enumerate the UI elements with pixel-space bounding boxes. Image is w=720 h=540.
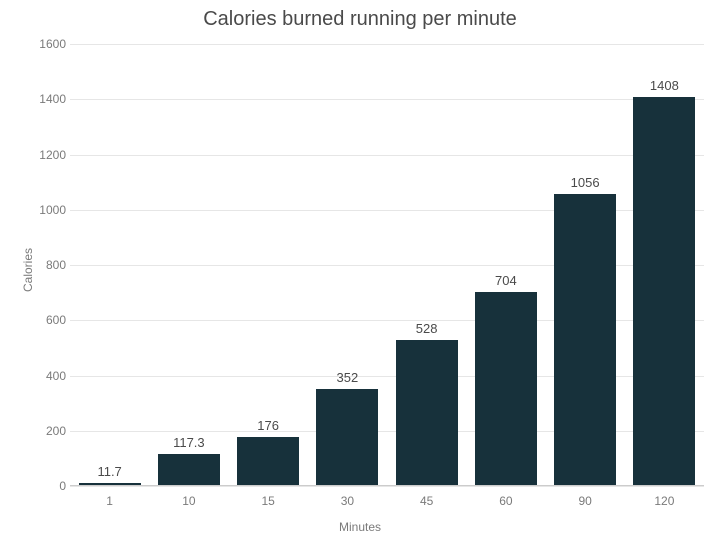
bar-value-label: 352 [337,370,359,385]
x-tick-label: 45 [387,494,466,508]
x-tick-label: 90 [546,494,625,508]
bar-value-label: 176 [257,418,279,433]
x-tick-label: 10 [149,494,228,508]
y-tick-label: 1400 [26,92,66,106]
bar-slot: 17615 [229,44,308,486]
bar [554,194,616,486]
y-tick-label: 1000 [26,203,66,217]
bar [316,389,378,486]
bar [237,437,299,486]
bar [633,97,695,486]
bar-slot: 11.71 [70,44,149,486]
bars-container: 11.71117.3101761535230528457046010569014… [70,44,704,486]
y-tick-label: 1600 [26,37,66,51]
bar-slot: 70460 [466,44,545,486]
bar-value-label: 528 [416,321,438,336]
y-tick-label: 800 [26,258,66,272]
y-tick-label: 200 [26,424,66,438]
calories-chart: Calories burned running per minute Calor… [0,0,720,540]
y-tick-label: 600 [26,313,66,327]
bar [158,454,220,486]
x-axis-label: Minutes [0,520,720,534]
chart-title: Calories burned running per minute [0,8,720,31]
x-tick-label: 30 [308,494,387,508]
bar-slot: 105690 [546,44,625,486]
bar-slot: 35230 [308,44,387,486]
y-tick-label: 400 [26,369,66,383]
x-tick-label: 15 [229,494,308,508]
bar-slot: 52845 [387,44,466,486]
bar-slot: 1408120 [625,44,704,486]
x-tick-label: 1 [70,494,149,508]
x-tick-label: 60 [466,494,545,508]
y-tick-label: 0 [26,479,66,493]
bar-value-label: 117.3 [173,435,205,450]
bar [396,340,458,486]
grid-line [70,486,704,487]
bar-value-label: 1408 [650,78,679,93]
bar-slot: 117.310 [149,44,228,486]
plot-area: 02004006008001000120014001600 11.71117.3… [70,44,704,486]
bar-value-label: 704 [495,273,517,288]
bar [475,292,537,486]
x-axis-baseline [70,485,704,486]
x-tick-label: 120 [625,494,704,508]
bar-value-label: 1056 [571,175,600,190]
y-tick-label: 1200 [26,148,66,162]
bar-value-label: 11.7 [97,464,121,479]
